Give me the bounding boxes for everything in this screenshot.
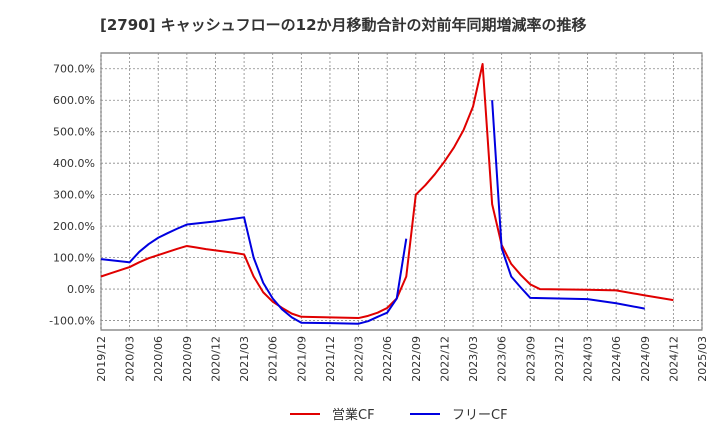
x-tick-label: 2024/12	[667, 336, 680, 382]
x-tick-label: 2024/03	[582, 336, 595, 382]
x-axis-ticks: 2019/12 2020/03 2020/06 2020/09 2020/12 2021/…	[95, 336, 709, 382]
x-tick-label: 2020/03	[124, 336, 137, 382]
x-tick-label: 2022/03	[353, 336, 366, 382]
x-tick-label: 2023/06	[496, 336, 509, 382]
x-tick-label: 2025/03	[696, 336, 709, 382]
y-tick-label: 700.0%	[53, 63, 95, 76]
x-tick-label: 2021/03	[238, 336, 251, 382]
x-tick-label: 2020/12	[209, 336, 222, 382]
y-axis-ticks: -100.0% 0.0% 100.0% 200.0% 300.0% 400.0% 500.0…	[49, 63, 95, 328]
y-tick-label: 600.0%	[53, 94, 95, 107]
y-tick-label: 300.0%	[53, 189, 95, 202]
series-lines	[100, 63, 674, 325]
y-tick-label: 100.0%	[53, 252, 95, 265]
plot-area	[100, 52, 703, 331]
y-tick-label: 400.0%	[53, 157, 95, 170]
x-tick-label: 2022/06	[381, 336, 394, 382]
x-tick-label: 2022/12	[438, 336, 451, 382]
y-tick-label: -100.0%	[49, 315, 95, 328]
x-tick-label: 2023/09	[524, 336, 537, 382]
x-tick-label: 2023/12	[553, 336, 566, 382]
x-tick-label: 2023/03	[467, 336, 480, 382]
x-tick-label: 2021/09	[295, 336, 308, 382]
legend: 営業CF フリーCF	[290, 407, 508, 423]
y-tick-label: 200.0%	[53, 220, 95, 233]
legend-label: フリーCF	[452, 408, 508, 423]
y-tick-label: 500.0%	[53, 126, 95, 139]
x-tick-label: 2021/06	[267, 336, 280, 382]
plot-frame	[100, 52, 703, 331]
legend-label: 営業CF	[332, 407, 375, 423]
series-line-operating-cf	[100, 63, 674, 320]
x-tick-label: 2020/06	[152, 336, 165, 382]
x-tick-label: 2024/06	[610, 336, 623, 382]
x-tick-label: 2019/12	[95, 336, 108, 382]
chart-title: [2790] キャッシュフローの12か月移動合計の対前年同期増減率の推移	[100, 16, 587, 34]
x-tick-label: 2020/09	[181, 336, 194, 382]
series-line-free-cf	[100, 100, 645, 325]
x-tick-label: 2022/09	[410, 336, 423, 382]
grid	[100, 53, 703, 330]
x-tick-label: 2021/12	[324, 336, 337, 382]
x-tick-label: 2024/09	[639, 336, 652, 382]
y-tick-label: 0.0%	[67, 283, 95, 296]
